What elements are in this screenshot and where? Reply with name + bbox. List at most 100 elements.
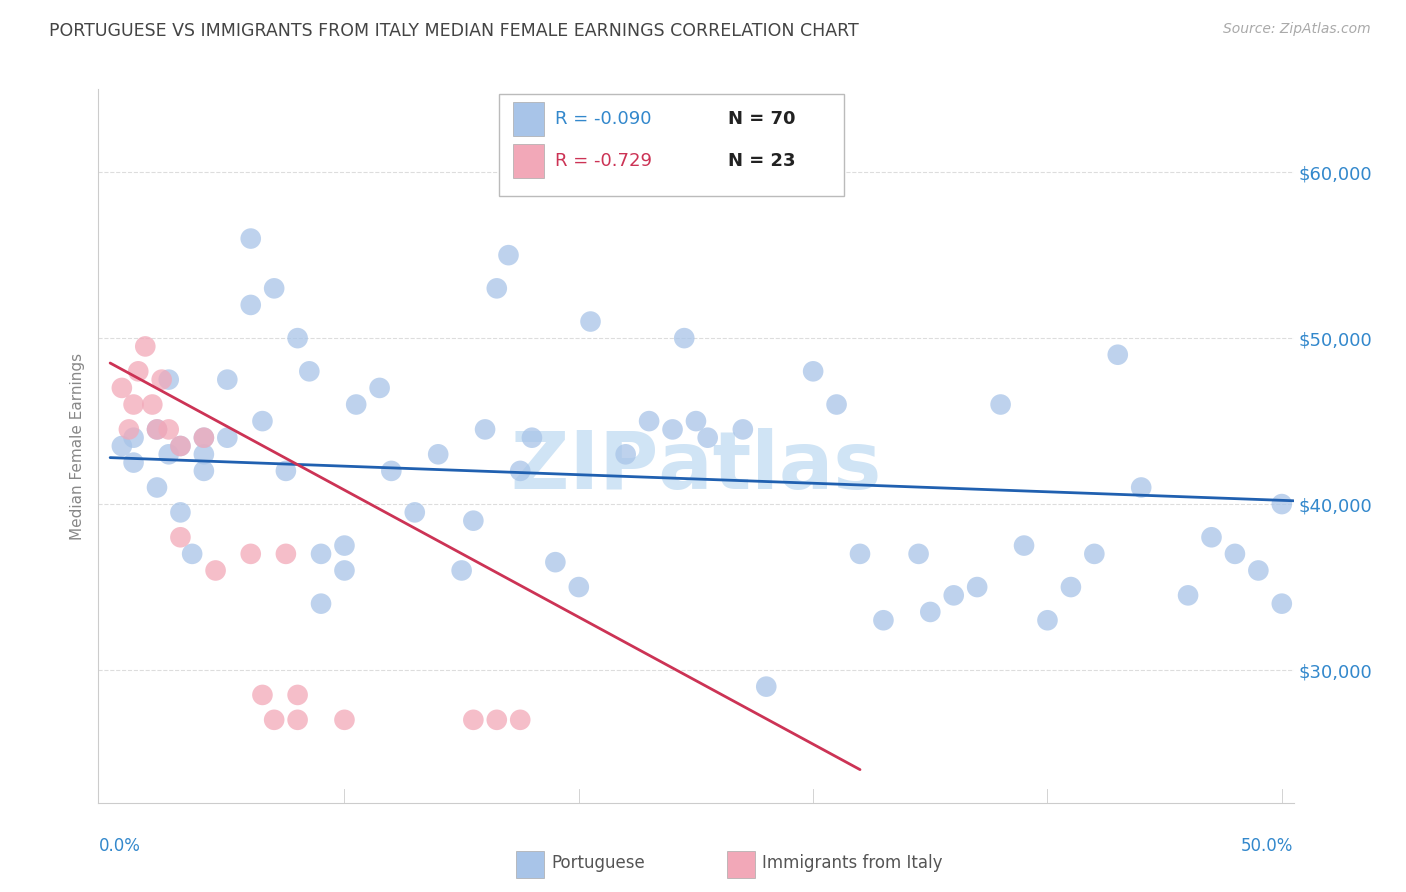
Point [111,439,134,453]
Point [1177,588,1199,602]
Text: PORTUGUESE VS IMMIGRANTS FROM ITALY MEDIAN FEMALE EARNINGS CORRELATION CHART: PORTUGUESE VS IMMIGRANTS FROM ITALY MEDI… [49,22,859,40]
Point [157,422,180,436]
Point [134,339,156,353]
Point [122,431,145,445]
Point [122,456,145,470]
Point [1271,597,1294,611]
Point [263,281,285,295]
Text: Portuguese: Portuguese [551,855,645,872]
Point [239,547,262,561]
Point [204,564,226,578]
Point [485,713,508,727]
Point [990,397,1012,411]
Point [907,547,929,561]
Point [544,555,567,569]
Point [509,464,531,478]
Point [1247,564,1270,578]
Point [661,422,683,436]
Text: R = -0.090: R = -0.090 [555,110,652,128]
Point [122,397,145,411]
Point [287,331,309,345]
Point [638,414,661,428]
Point [146,422,169,436]
Point [169,439,191,453]
Point [157,373,180,387]
Point [404,505,426,519]
Point [1271,497,1294,511]
Point [463,713,485,727]
Point [344,397,367,411]
Point [1201,530,1223,544]
Point [1083,547,1105,561]
Point [427,447,450,461]
Point [287,713,309,727]
Point [509,713,531,727]
Point [872,613,894,627]
Point [193,431,215,445]
Point [169,530,191,544]
Point [150,373,173,387]
Point [252,414,274,428]
Point [696,431,718,445]
Text: Source: ZipAtlas.com: Source: ZipAtlas.com [1223,22,1371,37]
Point [127,364,149,378]
Point [217,431,239,445]
Point [287,688,309,702]
Point [801,364,824,378]
Point [1060,580,1083,594]
Point [1130,481,1153,495]
Point [298,364,321,378]
Point [463,514,485,528]
Point [755,680,778,694]
Point [239,231,262,245]
Point [193,431,215,445]
Point [263,713,285,727]
Text: Immigrants from Italy: Immigrants from Italy [762,855,942,872]
Text: R = -0.729: R = -0.729 [555,152,652,169]
Point [333,539,356,553]
Text: N = 23: N = 23 [728,152,796,169]
Point [614,447,637,461]
Point [579,314,602,328]
Point [169,505,191,519]
Point [118,422,141,436]
Point [193,464,215,478]
Point [169,439,191,453]
Point [157,447,180,461]
Point [1012,539,1035,553]
Text: ZIP​atlas: ZIP​atlas [510,428,882,507]
Point [673,331,696,345]
Point [252,688,274,702]
Point [568,580,591,594]
Text: 0.0%: 0.0% [98,837,141,855]
Point [731,422,754,436]
Point [520,431,543,445]
Point [333,713,356,727]
Point [368,381,391,395]
Point [309,597,332,611]
Point [1223,547,1246,561]
Point [217,373,239,387]
Point [450,564,472,578]
Point [685,414,707,428]
Point [485,281,508,295]
Point [274,464,297,478]
Point [333,564,356,578]
Point [380,464,402,478]
Point [309,547,332,561]
Point [111,381,134,395]
Point [849,547,872,561]
Text: N = 70: N = 70 [728,110,796,128]
Point [474,422,496,436]
Point [1107,348,1129,362]
Text: 50.0%: 50.0% [1241,837,1294,855]
Point [942,588,965,602]
Point [141,397,163,411]
Point [146,422,169,436]
Point [193,447,215,461]
Point [146,481,169,495]
Point [1036,613,1059,627]
Point [498,248,520,262]
Point [966,580,988,594]
Y-axis label: Median Female Earnings: Median Female Earnings [70,352,86,540]
